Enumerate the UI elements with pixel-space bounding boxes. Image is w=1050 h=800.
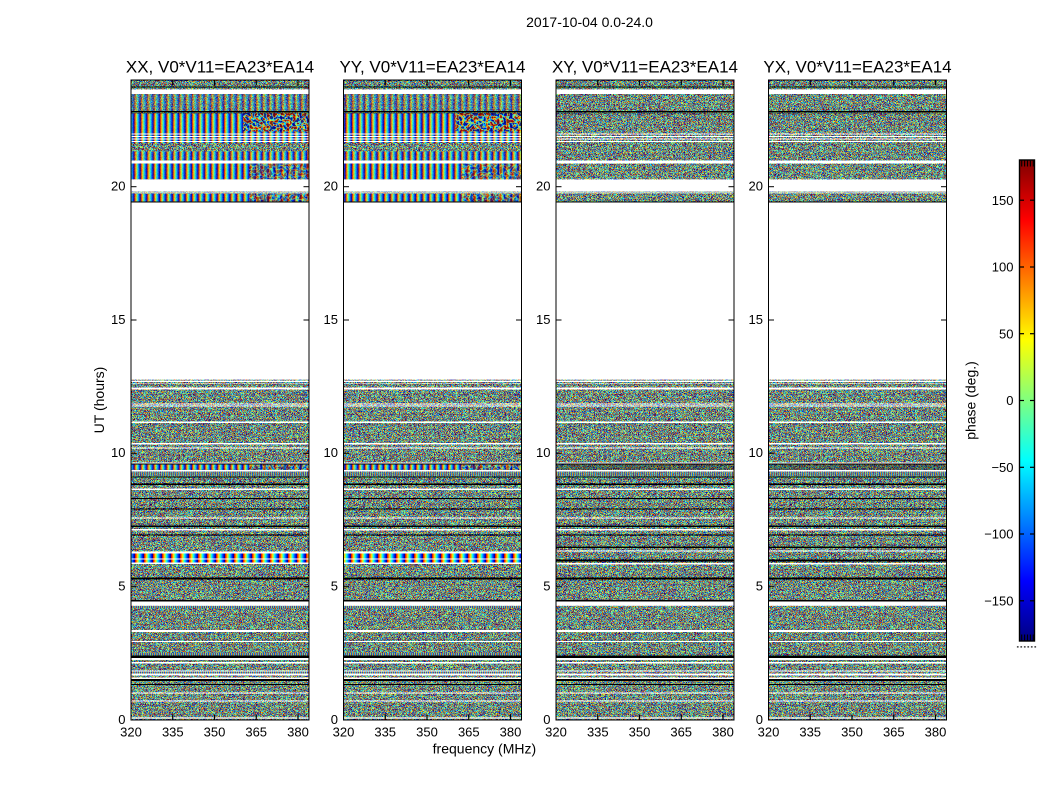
svg-text:−50: −50 [991,460,1013,475]
svg-text:10: 10 [749,445,763,460]
svg-text:350: 350 [416,725,438,740]
svg-text:0: 0 [331,712,338,727]
svg-text:350: 350 [841,725,863,740]
svg-text:XY, V0*V11=EA23*EA14: XY, V0*V11=EA23*EA14 [552,57,738,76]
svg-text:320: 320 [758,725,780,740]
svg-text:2017-10-04 0.0-24.0: 2017-10-04 0.0-24.0 [526,14,653,30]
svg-text:365: 365 [458,725,480,740]
svg-text:5: 5 [756,579,763,594]
svg-text:5: 5 [118,579,125,594]
svg-text:365: 365 [670,725,692,740]
svg-text:15: 15 [536,312,550,327]
svg-text:10: 10 [536,445,550,460]
svg-text:335: 335 [162,725,184,740]
svg-text:UT (hours): UT (hours) [91,367,107,434]
svg-text:320: 320 [545,725,567,740]
svg-text:XX, V0*V11=EA23*EA14: XX, V0*V11=EA23*EA14 [126,57,314,76]
svg-text:380: 380 [712,725,734,740]
svg-text:phase (deg.): phase (deg.) [962,361,978,440]
svg-text:5: 5 [543,579,550,594]
svg-text:YX, V0*V11=EA23*EA14: YX, V0*V11=EA23*EA14 [763,57,951,76]
svg-text:380: 380 [287,725,309,740]
svg-text:350: 350 [629,725,651,740]
svg-text:20: 20 [111,179,125,194]
svg-text:15: 15 [324,312,338,327]
svg-text:150: 150 [992,193,1014,208]
svg-text:380: 380 [925,725,947,740]
svg-text:YY, V0*V11=EA23*EA14: YY, V0*V11=EA23*EA14 [339,57,525,76]
svg-text:320: 320 [333,725,355,740]
svg-text:335: 335 [587,725,609,740]
svg-text:100: 100 [992,260,1014,275]
svg-text:20: 20 [324,179,338,194]
svg-text:10: 10 [111,445,125,460]
svg-text:−150: −150 [984,593,1013,608]
svg-text:20: 20 [536,179,550,194]
svg-text:0: 0 [543,712,550,727]
svg-text:320: 320 [120,725,142,740]
svg-text:335: 335 [799,725,821,740]
svg-text:0: 0 [1006,393,1013,408]
svg-text:15: 15 [749,312,763,327]
svg-text:10: 10 [324,445,338,460]
svg-text:350: 350 [204,725,226,740]
svg-text:380: 380 [500,725,522,740]
svg-text:15: 15 [111,312,125,327]
svg-text:−100: −100 [984,527,1013,542]
svg-text:5: 5 [331,579,338,594]
svg-text:335: 335 [374,725,396,740]
svg-text:0: 0 [118,712,125,727]
svg-text:0: 0 [756,712,763,727]
svg-text:50: 50 [999,326,1013,341]
svg-text:frequency (MHz): frequency (MHz) [433,741,536,757]
svg-text:365: 365 [245,725,267,740]
svg-text:365: 365 [883,725,905,740]
svg-text:20: 20 [749,179,763,194]
